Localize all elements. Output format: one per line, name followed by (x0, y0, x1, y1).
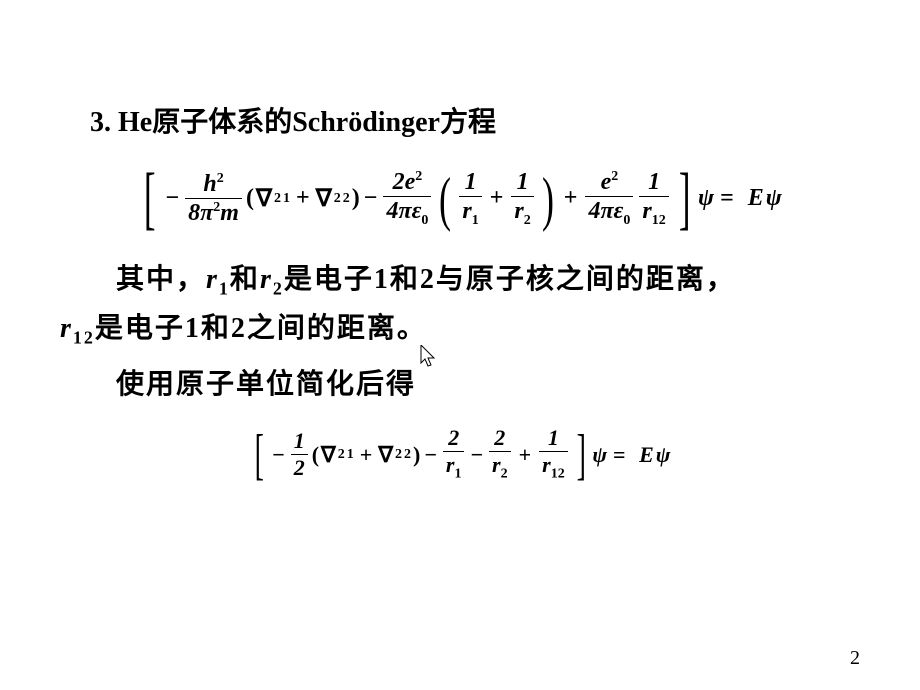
heading: 3. He原子体系的Schrödinger方程 (90, 100, 860, 140)
page-number: 2 (850, 647, 860, 670)
slide-content: 3. He原子体系的Schrödinger方程 [ − h2 8π2m (∇21… (0, 0, 920, 482)
paragraph-1: 其中，r1和r2是电子1和2与原子核之间的距离， (60, 258, 860, 303)
equation-2: [ − 1 2 (∇21 + ∇22) − 2 r1 − 2 r2 + 1 r1… (60, 427, 860, 481)
paragraph-3: 使用原子单位简化后得 (60, 363, 860, 408)
equation-1: [ − h2 8π2m (∇21 + ∇22) − 2e2 4πε0 ( 1 r… (60, 170, 860, 228)
paragraph-2: r12是电子1和2之间的距离。 (60, 307, 860, 352)
